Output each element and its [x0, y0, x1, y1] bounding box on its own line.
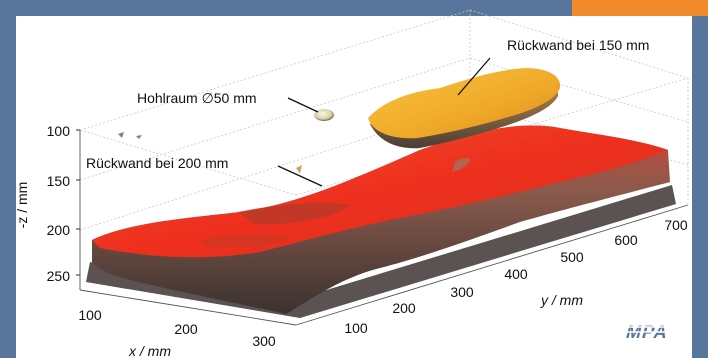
- z-tick-label: 150: [47, 173, 71, 189]
- leader-cavity: [287, 97, 319, 113]
- z-tick-label: 200: [47, 222, 71, 238]
- x-axis: 100 200 300 x / mm: [78, 307, 276, 358]
- x-tick-label: 200: [174, 321, 198, 337]
- z-tick-label: 250: [47, 268, 71, 284]
- axes-box-solid: [79, 130, 689, 326]
- y-axis: 100 200 300 400 500 600 700 y / mm: [344, 217, 688, 336]
- surface-backwall-150: [368, 68, 561, 172]
- annotation-backwall-200: Rückwand bei 200 mm: [86, 155, 228, 171]
- y-tick-label: 100: [344, 320, 368, 336]
- y-tick-label: 200: [392, 300, 416, 316]
- leader-backwall-150: [457, 57, 491, 96]
- x-axis-label: x / mm: [128, 343, 171, 358]
- frame-left-bar: [0, 0, 16, 358]
- frame-accent-bar: [572, 0, 708, 16]
- y-axis-label: y / mm: [540, 292, 583, 308]
- surface-fragments: [118, 132, 302, 174]
- y-tick-label: 700: [664, 217, 688, 233]
- x-tick-label: 300: [252, 333, 276, 349]
- y-tick-label: 400: [504, 266, 528, 282]
- mpa-logo: MPA: [624, 321, 676, 342]
- z-axis-label: -z / mm: [14, 182, 30, 229]
- annotation-cavity: Hohlraum ∅50 mm: [137, 90, 257, 106]
- annotation-backwall-150: Rückwand bei 150 mm: [507, 37, 649, 53]
- surface-backwall-200: [86, 125, 676, 318]
- y-tick-label: 300: [450, 284, 474, 300]
- y-tick-label: 600: [614, 232, 638, 248]
- x-tick-label: 100: [78, 307, 102, 323]
- surface-cavity: [314, 109, 334, 121]
- z-tick-label: 100: [47, 123, 71, 139]
- leader-backwall-200: [277, 165, 323, 187]
- z-axis: 100 150 200 250 -z / mm: [14, 123, 80, 284]
- frame-right-bar: [692, 0, 708, 358]
- frame-top-bar: [0, 0, 708, 16]
- y-tick-label: 500: [560, 249, 584, 265]
